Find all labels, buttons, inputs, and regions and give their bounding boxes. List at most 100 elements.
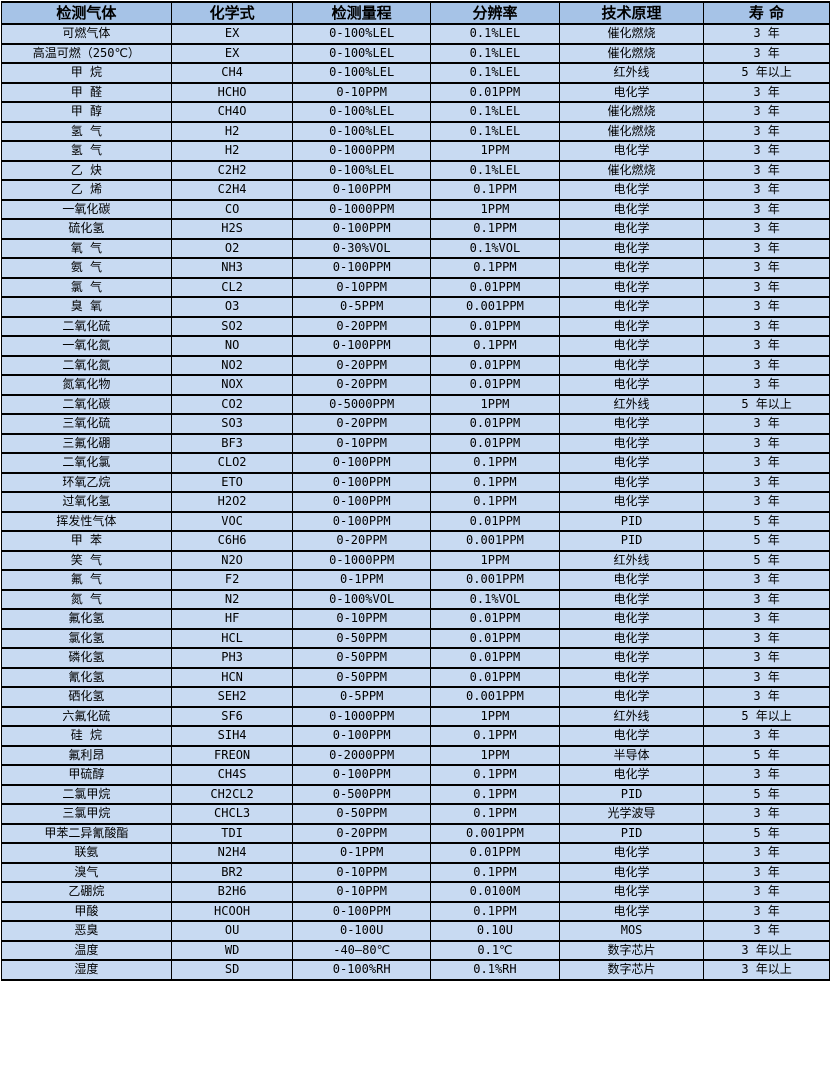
cell: NH3 xyxy=(170,257,294,279)
cell: 5 年 xyxy=(703,783,830,805)
cell: 0.001PPM xyxy=(429,296,561,318)
cell: H2 xyxy=(170,120,294,142)
cell: HCHO xyxy=(170,81,294,103)
table-row: 氯化氢 HCL 0-50PPM 0.01PPM 电化学 3 年 xyxy=(1,627,830,649)
cell: 0-5PPM xyxy=(292,296,431,318)
cell: 0-1000PPM xyxy=(292,140,431,162)
cell: 0.0100M xyxy=(429,881,561,903)
cell: 5 年以上 xyxy=(703,705,830,727)
cell: 0.01PPM xyxy=(429,432,561,454)
cell: 0.01PPM xyxy=(429,842,561,864)
cell: PID xyxy=(559,530,705,552)
cell: 电化学 xyxy=(559,276,705,298)
cell: 电化学 xyxy=(559,491,705,513)
cell: 3 年 xyxy=(703,452,830,474)
cell: C2H4 xyxy=(170,179,294,201)
cell: CH4S xyxy=(170,764,294,786)
cell: CO xyxy=(170,198,294,220)
header-row: 检测气体 化学式 检测量程 分辨率 技术原理寿 命 xyxy=(1,1,830,25)
cell: CHCL3 xyxy=(170,803,294,825)
cell: 3 年 xyxy=(703,374,830,396)
cell: 0-10PPM xyxy=(292,276,431,298)
cell: 硫化氢 xyxy=(1,218,172,240)
cell: NO2 xyxy=(170,354,294,376)
cell: 0.1%VOL xyxy=(429,237,561,259)
cell: 可燃气体 xyxy=(1,23,172,45)
cell: 0-100PPM xyxy=(292,218,431,240)
cell: 3 年 xyxy=(703,257,830,279)
table-row: 氟利昂 FREON 0-2000PPM 1PPM 半导体 5 年 xyxy=(1,744,830,766)
cell: 0-5PPM xyxy=(292,686,431,708)
cell: 六氟化硫 xyxy=(1,705,172,727)
cell: C2H2 xyxy=(170,159,294,181)
cell: 氰化氢 xyxy=(1,666,172,688)
table-row: 二氧化碳 CO2 0-5000PPM 1PPM 红外线 5 年以上 xyxy=(1,393,830,415)
cell: 磷化氢 xyxy=(1,647,172,669)
cell: 1PPM xyxy=(429,744,561,766)
cell: 0.1PPM xyxy=(429,725,561,747)
cell: 0.1PPM xyxy=(429,783,561,805)
cell: 5 年以上 xyxy=(703,393,830,415)
cell: 甲 苯 xyxy=(1,530,172,552)
table-row: 磷化氢 PH3 0-50PPM 0.01PPM 电化学 3 年 xyxy=(1,647,830,669)
cell: 电化学 xyxy=(559,900,705,922)
cell: 湿度 xyxy=(1,959,172,981)
cell: 一氧化碳 xyxy=(1,198,172,220)
table-row: 氯 气 CL2 0-10PPM 0.01PPM 电化学 3 年 xyxy=(1,276,830,298)
cell: 催化燃烧 xyxy=(559,101,705,123)
cell: 3 年以上 xyxy=(703,939,830,961)
cell: 甲苯二异氰酸酯 xyxy=(1,822,172,844)
cell: SD xyxy=(170,959,294,981)
cell: 0-50PPM xyxy=(292,647,431,669)
column-header-1: 化学式 xyxy=(170,1,294,25)
cell: 电化学 xyxy=(559,179,705,201)
cell: 3 年 xyxy=(703,335,830,357)
cell: B2H6 xyxy=(170,881,294,903)
cell: 1PPM xyxy=(429,549,561,571)
cell: C6H6 xyxy=(170,530,294,552)
cell: CH2CL2 xyxy=(170,783,294,805)
cell: 电化学 xyxy=(559,335,705,357)
cell: 0.01PPM xyxy=(429,81,561,103)
cell: 电化学 xyxy=(559,686,705,708)
cell: 0-20PPM xyxy=(292,354,431,376)
cell: EX xyxy=(170,23,294,45)
table-row: 温度 WD -40—80℃ 0.1℃ 数字芯片 3 年以上 xyxy=(1,939,830,961)
cell: 二氧化氮 xyxy=(1,354,172,376)
cell: 0-100%LEL xyxy=(292,23,431,45)
cell: NOX xyxy=(170,374,294,396)
cell: 乙硼烷 xyxy=(1,881,172,903)
cell: 0-100%LEL xyxy=(292,101,431,123)
cell: VOC xyxy=(170,510,294,532)
cell: 3 年 xyxy=(703,81,830,103)
cell: 半导体 xyxy=(559,744,705,766)
table-row: 氧 气 O2 0-30%VOL 0.1%VOL 电化学 3 年 xyxy=(1,237,830,259)
table-row: 氢 气 H2 0-1000PPM 1PPM 电化学 3 年 xyxy=(1,140,830,162)
cell: 3 年 xyxy=(703,23,830,45)
cell: 甲 醇 xyxy=(1,101,172,123)
cell: 0-100PPM xyxy=(292,510,431,532)
cell: 催化燃烧 xyxy=(559,42,705,64)
table-row: 一氧化碳 CO 0-1000PPM 1PPM 电化学 3 年 xyxy=(1,198,830,220)
cell: 3 年 xyxy=(703,842,830,864)
table-row: 乙硼烷 B2H6 0-10PPM 0.0100M 电化学 3 年 xyxy=(1,881,830,903)
cell: 3 年 xyxy=(703,471,830,493)
cell: 电化学 xyxy=(559,588,705,610)
table-row: 乙 烯 C2H4 0-100PPM 0.1PPM 电化学 3 年 xyxy=(1,179,830,201)
cell: 氟化氢 xyxy=(1,608,172,630)
cell: 0.1%RH xyxy=(429,959,561,981)
cell: 过氧化氢 xyxy=(1,491,172,513)
cell: 催化燃烧 xyxy=(559,23,705,45)
cell: 0.01PPM xyxy=(429,354,561,376)
table-row: 可燃气体 EX 0-100%LEL 0.1%LEL 催化燃烧 3 年 xyxy=(1,23,830,45)
cell: 甲 醛 xyxy=(1,81,172,103)
cell: FREON xyxy=(170,744,294,766)
table-row: 甲 苯 C6H6 0-20PPM 0.001PPM PID 5 年 xyxy=(1,530,830,552)
cell: 0.1PPM xyxy=(429,452,561,474)
cell: SF6 xyxy=(170,705,294,727)
cell: 电化学 xyxy=(559,218,705,240)
table-row: 硫化氢 H2S 0-100PPM 0.1PPM 电化学 3 年 xyxy=(1,218,830,240)
cell: 硒化氢 xyxy=(1,686,172,708)
cell: 0-10PPM xyxy=(292,432,431,454)
cell: 氧 气 xyxy=(1,237,172,259)
